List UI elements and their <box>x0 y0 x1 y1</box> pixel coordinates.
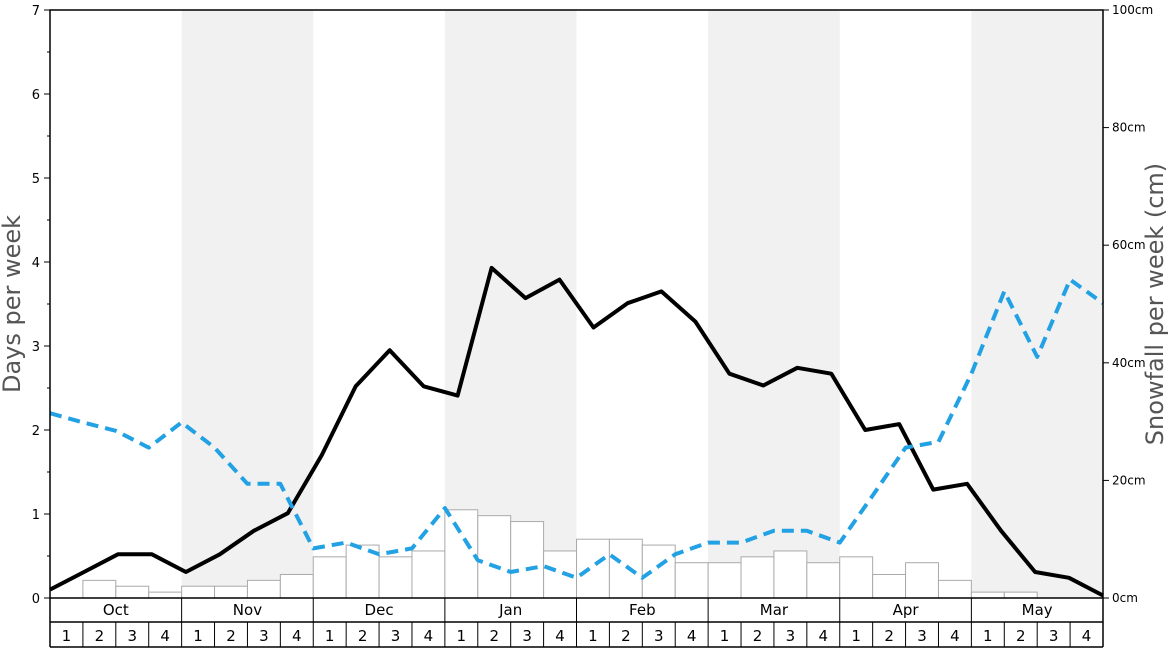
snowfall-bar <box>1003 591 1038 599</box>
week-label: 3 <box>654 627 664 645</box>
month-week-axis: Oct 1 2 3 4 Nov 1 2 3 4 Dec 1 2 3 4 Jan 1 2 3 4 Feb 1 2 3 4 Mar 1 2… <box>49 598 1104 648</box>
y-right-tick-label: 40cm <box>1112 356 1146 370</box>
week-label: 2 <box>489 627 499 645</box>
snowfall-bar <box>740 556 775 599</box>
solid-series-line <box>49 265 1104 598</box>
week-label: 4 <box>292 627 302 645</box>
y-left-tick-label: 4 <box>32 256 40 271</box>
snowfall-bar <box>312 556 347 599</box>
week-label: 1 <box>720 627 730 645</box>
series-lines <box>49 265 1105 598</box>
week-label: 1 <box>325 627 335 645</box>
snowfall-bar <box>246 579 281 599</box>
week-label: 3 <box>917 627 927 645</box>
snowfall-bar <box>576 538 610 599</box>
snowfall-bar <box>872 573 907 599</box>
week-label: 2 <box>358 627 368 645</box>
y-right-tick-label: 60cm <box>1112 238 1146 252</box>
week-label: 4 <box>950 627 960 645</box>
snowfall-bar <box>510 521 545 599</box>
y-left-tick-label: 5 <box>32 172 40 187</box>
y-left-tick-label: 2 <box>32 424 40 439</box>
week-label: 4 <box>424 627 434 645</box>
snowfall-bar <box>806 562 841 599</box>
week-label: 4 <box>819 627 829 645</box>
month-label: May <box>1022 601 1053 619</box>
month-bands <box>181 10 1103 598</box>
week-label: 3 <box>259 627 269 645</box>
month-band <box>971 10 1103 598</box>
week-label: 4 <box>555 627 565 645</box>
y-left-tick-label: 6 <box>32 88 40 103</box>
snowfall-bar <box>937 579 972 599</box>
month-label: Mar <box>760 601 789 619</box>
snowfall-bar <box>970 591 1005 599</box>
week-label: 3 <box>786 627 796 645</box>
month-label: Feb <box>629 601 656 619</box>
snowfall-bar <box>641 544 676 599</box>
week-label: 1 <box>588 627 598 645</box>
snowfall-bar <box>148 591 183 599</box>
week-label: 2 <box>753 627 763 645</box>
snowfall-bar <box>279 573 314 599</box>
y-right-tick-label: 100cm <box>1112 3 1153 17</box>
dashed-series-line <box>49 277 1105 580</box>
snowfall-bar <box>608 538 643 599</box>
week-label: 2 <box>95 627 105 645</box>
snowfall-bar <box>82 579 117 599</box>
week-label: 4 <box>160 627 170 645</box>
snowfall-bar <box>674 562 709 599</box>
snowfall-bar <box>707 562 742 599</box>
y-left-tick-label: 0 <box>32 592 40 607</box>
snowfall-bar <box>378 556 413 599</box>
week-label: 3 <box>127 627 137 645</box>
y-right-tick-label: 0cm <box>1112 591 1138 605</box>
y-right-tick-label: 80cm <box>1112 121 1146 135</box>
snowfall-bar <box>181 585 216 599</box>
y-axis-right-label: Snowfall per week (cm) <box>1141 163 1168 445</box>
snowfall-bar <box>411 550 446 599</box>
week-label: 1 <box>193 627 203 645</box>
y-left-tick-label: 7 <box>32 4 40 19</box>
snowfall-bar <box>214 585 248 599</box>
y-left-tick-label: 3 <box>32 340 40 355</box>
month-label: Dec <box>365 601 394 619</box>
week-label: 4 <box>1082 627 1092 645</box>
week-label: 1 <box>983 627 993 645</box>
snowfall-bar <box>905 562 939 599</box>
y-axis-left-label: Days per week <box>0 215 26 393</box>
week-label: 3 <box>1049 627 1059 645</box>
week-label: 3 <box>391 627 401 645</box>
y-left-tick-label: 1 <box>32 508 40 523</box>
month-label: Apr <box>893 601 920 619</box>
week-label: 3 <box>522 627 532 645</box>
snowfall-bar <box>444 509 479 599</box>
snowfall-bar <box>773 550 808 599</box>
week-label: 2 <box>226 627 236 645</box>
week-label: 1 <box>851 627 861 645</box>
month-band <box>181 10 314 598</box>
week-label: 4 <box>687 627 697 645</box>
month-label: Nov <box>233 601 262 619</box>
month-band <box>708 10 840 598</box>
week-label: 2 <box>621 627 631 645</box>
month-band <box>444 10 577 598</box>
snowfall-bar <box>115 585 150 599</box>
month-label: Jan <box>498 601 522 619</box>
snowfall-bar <box>839 556 874 599</box>
month-label: Oct <box>103 601 129 619</box>
week-label: 2 <box>884 627 894 645</box>
week-label: 2 <box>1016 627 1026 645</box>
week-label: 1 <box>62 627 72 645</box>
week-label: 1 <box>457 627 467 645</box>
y-right-tick-label: 20cm <box>1112 473 1146 487</box>
snowfall-bar <box>477 515 512 599</box>
